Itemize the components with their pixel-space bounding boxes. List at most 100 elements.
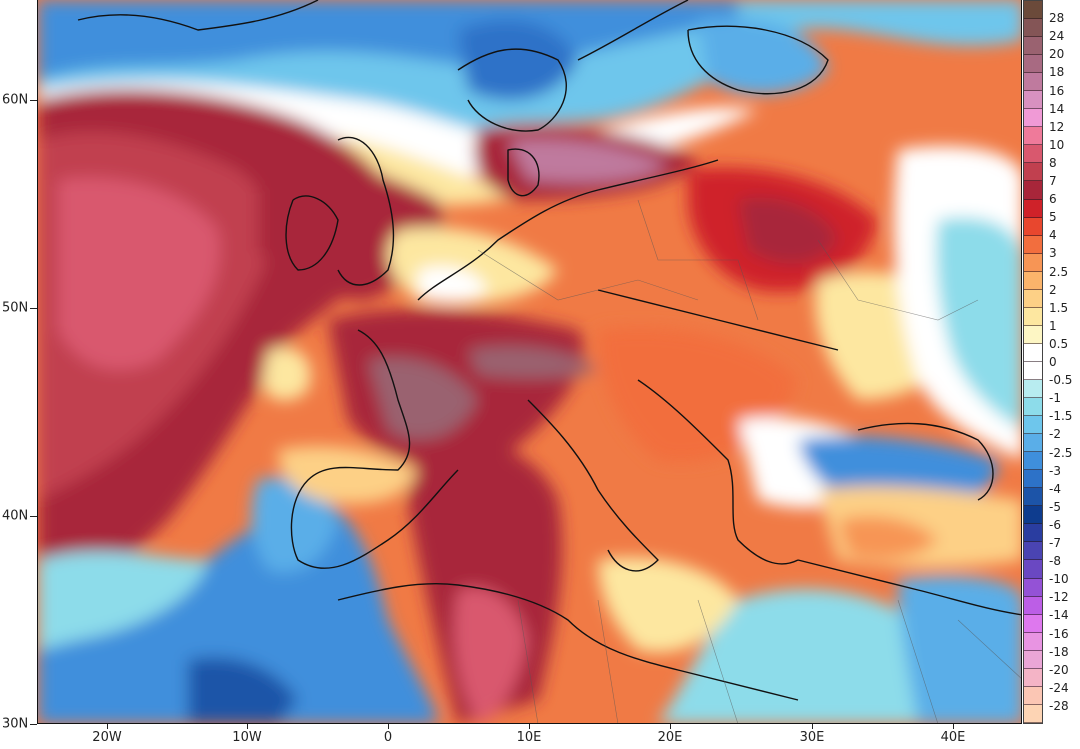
colorbar-label: 0	[1049, 355, 1057, 369]
colorbar-label: 2.5	[1049, 264, 1069, 279]
colorbar-swatch	[1024, 217, 1042, 236]
colorbar-label: -2	[1049, 427, 1061, 442]
lon-label: 0	[383, 730, 393, 745]
colorbar-label: -8	[1049, 554, 1061, 569]
colorbar-swatch	[1024, 452, 1042, 471]
colorbar-label: 1.5	[1049, 300, 1069, 315]
colorbar-label: 3	[1049, 246, 1057, 261]
lon-label: 20E	[657, 730, 683, 745]
colorbar-swatch	[1024, 542, 1042, 561]
colorbar-swatch	[1024, 416, 1042, 435]
colorbar-swatch	[1024, 19, 1042, 38]
colorbar-label: -6	[1049, 517, 1061, 532]
colorbar-label: -7	[1049, 536, 1061, 550]
colorbar-label: -16	[1049, 626, 1069, 641]
colorbar-swatch	[1024, 704, 1042, 723]
colorbar-swatch	[1024, 325, 1042, 344]
colorbar-swatch	[1024, 524, 1042, 543]
colorbar-label: 5	[1049, 210, 1057, 225]
lat-label: 30N	[2, 716, 29, 732]
colorbar-label: 16	[1049, 83, 1065, 98]
colorbar-label: 6	[1049, 192, 1057, 207]
lon-label: 30E	[799, 730, 825, 745]
colorbar-swatch	[1024, 199, 1042, 218]
lon-label: 40E	[940, 730, 966, 745]
colorbar-swatch	[1024, 686, 1042, 705]
colorbar-swatch	[1024, 560, 1042, 579]
colorbar-label: 20	[1049, 47, 1065, 62]
colorbar-label: 2	[1049, 282, 1057, 297]
colorbar-swatch	[1024, 163, 1042, 182]
colorbar-label: 8	[1049, 155, 1057, 170]
lon-tick	[529, 724, 530, 729]
colorbar-label: -24	[1049, 680, 1069, 695]
colorbar-label: 24	[1049, 29, 1065, 44]
lon-label: 10W	[232, 730, 262, 745]
colorbar-swatch	[1024, 650, 1042, 669]
colorbar-label: 28	[1049, 11, 1065, 26]
colorbar-label: 1	[1049, 318, 1057, 333]
colorbar-swatch	[1024, 55, 1042, 74]
colorbar-label: 4	[1049, 228, 1057, 243]
colorbar-swatch	[1024, 470, 1042, 489]
colorbar-label: -1.5	[1049, 409, 1073, 424]
colorbar-label: -3	[1049, 463, 1061, 478]
colorbar-label: 18	[1049, 65, 1065, 80]
colorbar-label: 7	[1049, 174, 1057, 188]
colorbar-label: -5	[1049, 499, 1061, 514]
lat-label: 50N	[2, 300, 29, 316]
lon-tick	[670, 724, 671, 729]
colorbar-swatch	[1024, 668, 1042, 687]
lat-tick	[30, 308, 37, 309]
colorbar-label: -14	[1049, 608, 1069, 623]
colorbar-label: -18	[1049, 644, 1069, 659]
colorbar-swatch	[1024, 361, 1042, 380]
anomaly-field	[38, 0, 1021, 723]
colorbar-swatch	[1024, 596, 1042, 615]
colorbar-label: -1	[1049, 391, 1061, 406]
colorbar-swatch	[1024, 235, 1042, 254]
colorbar-swatch	[1024, 91, 1042, 110]
colorbar-swatch	[1024, 343, 1042, 362]
colorbar-label: -4	[1049, 481, 1061, 496]
colorbar-swatch	[1024, 289, 1042, 308]
lon-tick	[953, 724, 954, 729]
lat-label: 60N	[2, 92, 29, 108]
anomaly-map[interactable]	[37, 0, 1022, 724]
colorbar	[1023, 0, 1043, 724]
lon-tick	[388, 724, 389, 729]
colorbar-swatch	[1024, 253, 1042, 272]
colorbar-swatch	[1024, 379, 1042, 399]
colorbar-swatch	[1024, 127, 1042, 146]
colorbar-label: -10	[1049, 572, 1069, 587]
colorbar-label: 10	[1049, 137, 1065, 152]
colorbar-swatch	[1024, 434, 1042, 453]
colorbar-swatch	[1024, 145, 1042, 164]
lat-tick	[30, 724, 37, 725]
lon-tick	[247, 724, 248, 729]
colorbar-swatch	[1024, 181, 1042, 200]
colorbar-swatch	[1024, 1, 1042, 20]
lat-tick	[30, 100, 37, 101]
lat-tick	[30, 516, 37, 517]
colorbar-label: -20	[1049, 662, 1069, 677]
colorbar-label: 14	[1049, 101, 1065, 116]
colorbar-label: 12	[1049, 119, 1065, 134]
colorbar-label: -0.5	[1049, 373, 1073, 388]
colorbar-swatch	[1024, 398, 1042, 417]
lon-tick	[107, 724, 108, 729]
colorbar-label: -12	[1049, 590, 1069, 605]
colorbar-swatch	[1024, 632, 1042, 651]
colorbar-swatch	[1024, 488, 1042, 507]
colorbar-swatch	[1024, 578, 1042, 597]
lat-label: 40N	[2, 508, 29, 524]
lon-label: 20W	[92, 730, 122, 745]
colorbar-swatch	[1024, 614, 1042, 633]
colorbar-swatch	[1024, 307, 1042, 326]
lon-label: 10E	[516, 730, 542, 745]
colorbar-swatch	[1024, 37, 1042, 56]
colorbar-swatch	[1024, 506, 1042, 525]
lon-tick	[812, 724, 813, 729]
colorbar-swatch	[1024, 271, 1042, 290]
colorbar-label: -2.5	[1049, 445, 1073, 460]
